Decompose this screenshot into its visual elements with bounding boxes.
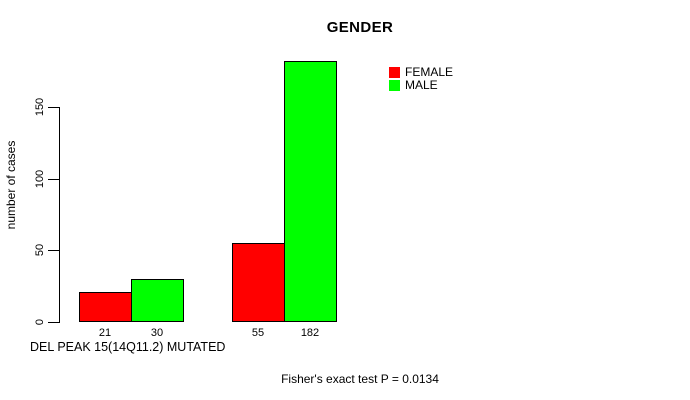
bar-value-label: 182 — [300, 327, 320, 339]
legend-label: FEMALE — [405, 65, 454, 79]
legend-item-female: FEMALE — [389, 66, 453, 78]
bar-value-label: 30 — [150, 327, 164, 339]
legend-label: MALE — [405, 78, 438, 92]
bar-female-group1 — [79, 291, 132, 322]
y-tick-mark — [48, 107, 59, 108]
y-tick-label: 150 — [34, 97, 46, 117]
y-tick-label: 50 — [34, 244, 46, 257]
legend-swatch-icon — [389, 66, 400, 78]
legend-item-male: MALE — [389, 79, 453, 91]
bar-value-label: 55 — [251, 327, 265, 339]
chart-title: GENDER — [326, 19, 394, 36]
x-axis-label: DEL PEAK 15(14Q11.2) MUTATED — [30, 340, 226, 354]
y-tick-mark — [48, 250, 59, 252]
y-tick-mark — [48, 178, 59, 180]
y-tick-label: 0 — [34, 318, 46, 326]
y-axis-line — [59, 107, 60, 323]
legend-swatch-icon — [389, 79, 400, 91]
bar-male-group2 — [284, 61, 337, 322]
annotation-text: Fisher's exact test P = 0.0134 — [281, 372, 439, 386]
bar-female-group2 — [232, 243, 285, 322]
y-axis-label: number of cases — [4, 140, 18, 230]
bar-male-group1 — [131, 279, 184, 322]
bar-value-label: 21 — [98, 327, 112, 339]
y-tick-label: 100 — [34, 169, 46, 188]
legend: FEMALE MALE — [389, 66, 453, 92]
y-tick-mark — [48, 322, 59, 323]
